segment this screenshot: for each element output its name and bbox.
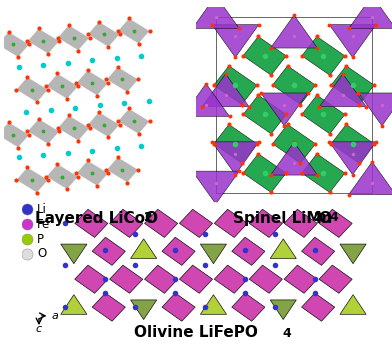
Polygon shape — [319, 265, 352, 293]
Polygon shape — [110, 265, 143, 293]
Polygon shape — [302, 154, 345, 192]
Polygon shape — [88, 22, 120, 47]
Polygon shape — [76, 161, 108, 186]
Polygon shape — [61, 244, 87, 264]
Polygon shape — [349, 0, 392, 29]
Polygon shape — [183, 84, 229, 117]
Text: c: c — [36, 325, 42, 334]
Text: Layered LiCoO: Layered LiCoO — [34, 211, 158, 226]
Polygon shape — [270, 15, 318, 48]
Polygon shape — [212, 24, 259, 57]
Polygon shape — [200, 295, 227, 314]
Polygon shape — [261, 93, 308, 126]
Text: Li: Li — [37, 203, 47, 216]
Polygon shape — [249, 265, 282, 293]
Polygon shape — [76, 70, 108, 96]
Text: 4: 4 — [329, 211, 338, 224]
Polygon shape — [131, 239, 157, 259]
Polygon shape — [16, 167, 48, 193]
Polygon shape — [58, 25, 89, 51]
Polygon shape — [88, 112, 120, 138]
Polygon shape — [331, 66, 374, 104]
Polygon shape — [340, 295, 366, 314]
Polygon shape — [272, 125, 316, 163]
Polygon shape — [212, 142, 259, 174]
Polygon shape — [243, 95, 286, 134]
Polygon shape — [270, 239, 296, 259]
Polygon shape — [359, 93, 392, 126]
Text: Fe: Fe — [37, 218, 51, 231]
Polygon shape — [145, 265, 178, 293]
Polygon shape — [270, 300, 296, 320]
Polygon shape — [200, 244, 227, 264]
Polygon shape — [110, 209, 143, 237]
Polygon shape — [192, 171, 239, 204]
Polygon shape — [107, 67, 138, 92]
Polygon shape — [302, 37, 345, 75]
Polygon shape — [214, 209, 247, 237]
Polygon shape — [75, 209, 108, 237]
Polygon shape — [349, 162, 392, 195]
Polygon shape — [92, 293, 125, 321]
Text: Spinel LiMn: Spinel LiMn — [232, 211, 332, 226]
Polygon shape — [46, 164, 78, 190]
Polygon shape — [214, 66, 257, 104]
Text: 2: 2 — [144, 211, 153, 224]
Polygon shape — [118, 109, 150, 134]
Polygon shape — [16, 77, 48, 103]
Text: a: a — [51, 311, 58, 321]
Polygon shape — [162, 237, 195, 265]
Polygon shape — [162, 293, 195, 321]
Polygon shape — [0, 32, 29, 57]
Polygon shape — [202, 74, 249, 107]
Polygon shape — [243, 154, 286, 192]
Text: P: P — [37, 232, 44, 246]
Polygon shape — [75, 265, 108, 293]
Text: 2: 2 — [314, 211, 322, 224]
Polygon shape — [284, 265, 317, 293]
Polygon shape — [145, 209, 178, 237]
Polygon shape — [243, 37, 286, 75]
Polygon shape — [118, 18, 150, 44]
Polygon shape — [232, 237, 265, 265]
Polygon shape — [58, 115, 89, 141]
Polygon shape — [131, 300, 157, 320]
Polygon shape — [319, 209, 352, 237]
Polygon shape — [180, 209, 212, 237]
Polygon shape — [61, 295, 87, 314]
Polygon shape — [329, 24, 376, 57]
Polygon shape — [319, 74, 366, 107]
Polygon shape — [0, 122, 29, 148]
Text: O: O — [37, 247, 47, 260]
Polygon shape — [180, 265, 212, 293]
Polygon shape — [249, 209, 282, 237]
Polygon shape — [301, 293, 335, 321]
Polygon shape — [214, 125, 257, 163]
Text: O: O — [318, 211, 331, 226]
Polygon shape — [27, 28, 60, 54]
Polygon shape — [46, 74, 78, 99]
Polygon shape — [331, 125, 374, 163]
Text: Olivine LiFePO: Olivine LiFePO — [134, 325, 258, 340]
Polygon shape — [232, 293, 265, 321]
Polygon shape — [214, 265, 247, 293]
Polygon shape — [107, 157, 138, 183]
Polygon shape — [92, 237, 125, 265]
Polygon shape — [340, 244, 366, 264]
Polygon shape — [272, 66, 316, 104]
Polygon shape — [329, 142, 376, 174]
Polygon shape — [301, 237, 335, 265]
Polygon shape — [27, 119, 60, 144]
Polygon shape — [270, 142, 318, 175]
Polygon shape — [302, 95, 345, 134]
Polygon shape — [192, 0, 239, 29]
Text: 4: 4 — [282, 327, 291, 340]
Polygon shape — [284, 209, 317, 237]
